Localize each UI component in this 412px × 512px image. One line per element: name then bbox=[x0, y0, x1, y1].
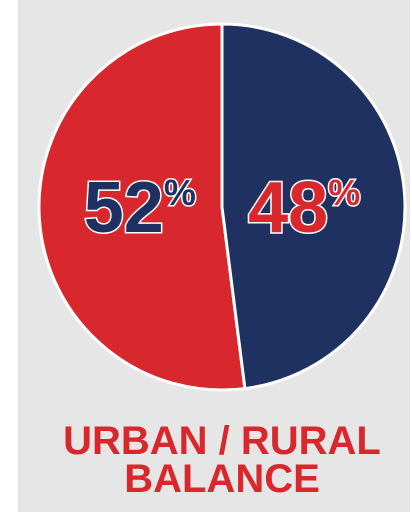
pie-slice bbox=[220, 22, 407, 391]
chart-title: URBAN / RURAL BALANCE bbox=[63, 419, 381, 501]
pie-slice bbox=[37, 22, 247, 392]
value-label: 48% bbox=[248, 168, 360, 248]
value-label: 52% bbox=[84, 168, 196, 248]
